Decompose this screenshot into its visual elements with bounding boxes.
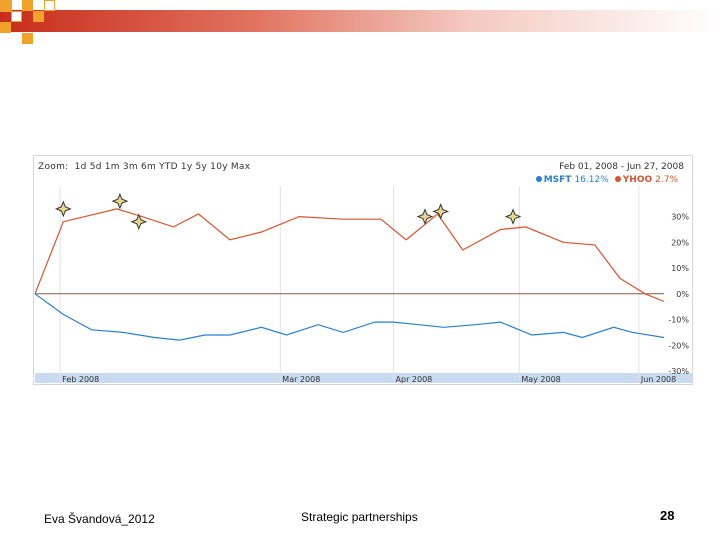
footer-author: Eva Švandová_2012 [44,512,155,526]
legend-series-value: 16.12% [574,175,609,185]
x-tick-label: May 2008 [521,375,560,384]
zoom-option[interactable]: 3m [122,162,138,172]
title-accent-band [0,10,720,32]
legend-dot [614,176,621,182]
chart-plot-area: 30% 20% 10% 0% -10% -20% -30% Feb 2008 Mar 2008 A… [34,186,689,384]
zoom-bar: Zoom: 1d 5d 1m 3m 6m YTD 1y 5y 10y Max [38,162,250,172]
x-tick-label: Apr 2008 [396,375,433,384]
y-tick-label: -10% [668,316,689,325]
zoom-option[interactable]: 1y [180,162,193,172]
zoom-option[interactable]: 5d [89,162,102,172]
zoom-option[interactable]: 5y [195,162,208,172]
y-tick-label: -20% [668,341,689,350]
x-tick-label: Feb 2008 [62,375,99,384]
footer-title: Strategic partnerships [301,510,418,524]
y-tick-label: 0% [676,290,689,299]
event-marker-icon [504,208,522,225]
zoom-option[interactable]: 1m [104,162,120,172]
decorative-square [11,11,22,22]
zoom-option[interactable]: 6m [140,162,157,172]
stock-chart: Zoom: 1d 5d 1m 3m 6m YTD 1y 5y 10y Max Feb 01, 20… [33,155,693,385]
series-line-yhoo [34,208,665,303]
decorative-square [22,0,33,11]
decorative-square [0,22,11,33]
y-tick-label: 30% [671,213,689,222]
legend-series-name[interactable]: MSFT [543,175,572,185]
zoom-option[interactable]: Max [230,162,251,172]
event-marker-icon [432,203,450,220]
zoom-label: Zoom: [38,162,69,172]
zoom-options: 1d 5d 1m 3m 6m YTD 1y 5y 10y Max [72,162,251,172]
legend-dot [535,176,542,182]
event-marker-icon [130,213,148,231]
decorative-square [22,33,33,44]
y-tick-label: 10% [671,264,689,273]
x-tick-label: Mar 2008 [282,375,320,384]
decorative-square [44,0,55,11]
chart-legend: MSFT 16.12% YHOO 2.7% [535,175,684,185]
legend-series-value: 2.7% [655,175,678,185]
event-marker-icon [54,200,72,218]
y-tick-label: -30% [668,367,689,376]
legend-series-name[interactable]: YHOO [622,175,653,185]
decorative-square [0,0,12,12]
zoom-option[interactable]: 10y [210,162,228,172]
zoom-option[interactable]: YTD [159,162,178,172]
page-number: 28 [660,508,675,523]
x-tick-label: Jun 2008 [640,375,676,384]
zoom-option[interactable]: 1d [74,162,87,172]
x-axis-band [35,373,692,383]
y-tick-label: 20% [671,238,689,247]
series-line-msft [34,293,665,341]
decorative-square [33,11,44,22]
event-marker-icon [111,192,129,210]
date-range: Feb 01, 2008 - Jun 27, 2008 [559,162,684,172]
event-marker-icon [416,208,434,225]
